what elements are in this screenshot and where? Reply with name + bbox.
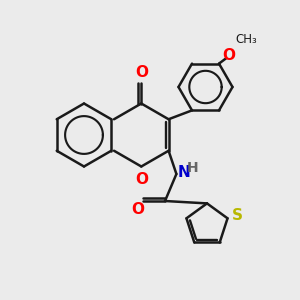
Text: O: O — [222, 48, 235, 63]
Text: O: O — [131, 202, 145, 217]
Text: CH₃: CH₃ — [235, 33, 257, 46]
Text: H: H — [187, 161, 198, 175]
Text: N: N — [178, 165, 190, 180]
Text: S: S — [232, 208, 243, 224]
Text: O: O — [135, 65, 148, 80]
Text: O: O — [135, 172, 148, 187]
